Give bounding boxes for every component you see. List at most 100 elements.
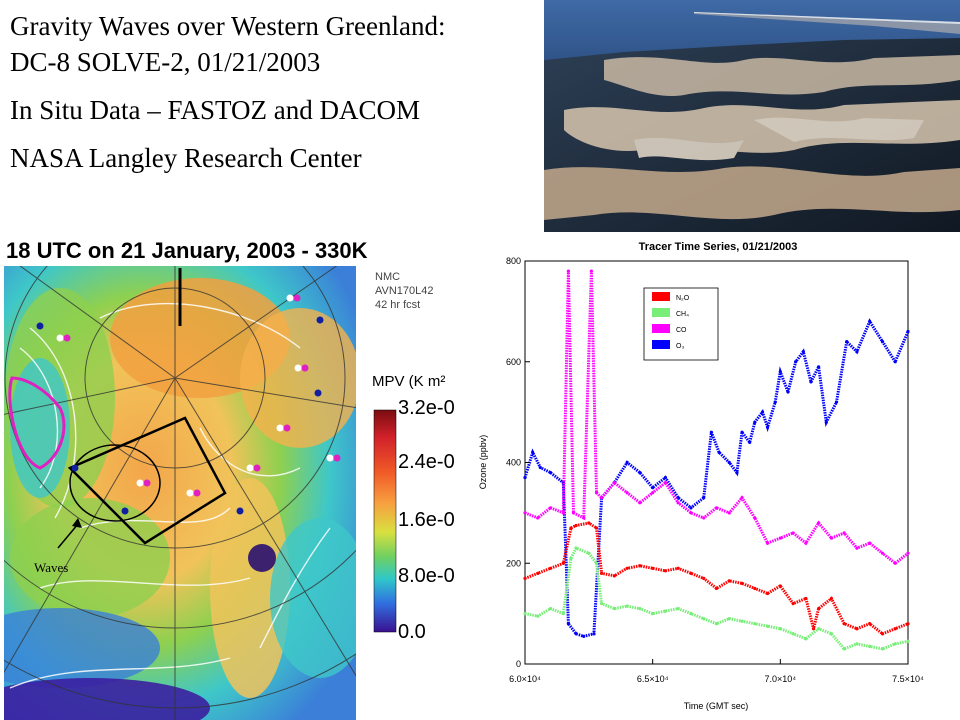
pv-map: 18 UTC on 21 January, 2003 - 330K [4, 238, 455, 720]
data-point [600, 571, 604, 575]
data-point [804, 637, 808, 641]
data-point [638, 606, 642, 611]
data-point [906, 639, 910, 643]
data-point [817, 365, 821, 369]
series-n2o [523, 521, 910, 636]
title-line-4: NASA Langley Research Center [10, 143, 362, 173]
data-point [740, 581, 744, 585]
y-tick-label: 200 [506, 558, 521, 568]
data-point [612, 574, 616, 578]
data-point [612, 481, 616, 485]
data-point [523, 476, 527, 480]
data-point [663, 609, 668, 613]
data-point [561, 561, 565, 565]
data-point [523, 612, 527, 616]
data-point [536, 516, 540, 520]
data-point [727, 511, 731, 515]
data-point [765, 591, 770, 596]
y-tick-label: 600 [506, 357, 521, 367]
data-point [625, 491, 629, 495]
legend-swatch [652, 324, 670, 333]
data-point [566, 269, 571, 273]
data-point [811, 627, 816, 631]
data-point [574, 546, 578, 550]
data-point [582, 516, 586, 520]
data-point [523, 511, 527, 515]
data-point [753, 516, 757, 520]
data-point [829, 536, 833, 540]
data-point [523, 576, 527, 580]
data-point [778, 370, 782, 374]
colorbar-tick-5: 0.0 [398, 621, 426, 643]
data-point [651, 612, 655, 616]
pv-anomaly-contour [8, 376, 66, 470]
data-point [824, 420, 828, 424]
data-point [880, 632, 885, 636]
data-point [842, 622, 846, 626]
data-point [676, 496, 680, 500]
data-point [791, 632, 795, 636]
data-point [842, 647, 846, 651]
data-point [868, 319, 872, 324]
colorbar-tick-1: 3.2e-0 [398, 397, 455, 419]
photo-land [544, 55, 960, 220]
data-point [773, 400, 777, 404]
data-point [753, 586, 757, 591]
map-title: 18 UTC on 21 January, 2003 - 330K [6, 238, 368, 263]
data-point [594, 561, 599, 565]
y-tick-label: 800 [506, 256, 521, 266]
y-tick-label: 400 [506, 458, 521, 468]
waves-arrow [57, 523, 79, 549]
data-point [829, 632, 833, 636]
data-point [717, 450, 721, 455]
data-point [735, 470, 739, 475]
colorbar [373, 409, 397, 633]
data-point [893, 561, 897, 565]
data-point [689, 571, 693, 575]
data-point [548, 506, 553, 510]
legend: N₂O CH₄ CO O₃ [643, 287, 719, 361]
data-point [786, 390, 790, 394]
data-point [893, 627, 897, 631]
aerial-wing-photo [544, 0, 960, 232]
model-line-2: AVN170L42 [375, 285, 434, 297]
data-point [702, 576, 706, 580]
data-point [714, 622, 719, 626]
legend-swatch [652, 308, 670, 317]
map-field: Waves [4, 266, 356, 720]
data-point [880, 340, 885, 344]
data-point [829, 596, 833, 601]
data-point [536, 571, 540, 575]
data-point [727, 579, 731, 583]
data-point [561, 612, 565, 616]
data-point [569, 526, 573, 530]
data-point [760, 410, 765, 414]
data-point [600, 496, 604, 500]
chart-title: Tracer Time Series, 01/21/2003 [639, 241, 798, 253]
data-point [714, 586, 719, 591]
data-point [753, 420, 757, 424]
data-point [834, 400, 839, 404]
data-point [906, 329, 910, 334]
data-point [571, 511, 576, 515]
model-line-3: 42 hr fcst [375, 299, 420, 311]
x-axis-label: Time (GMT sec) [684, 701, 749, 711]
data-point [893, 642, 897, 646]
title-line-3: In Situ Data – FASTOZ and DACOM [10, 95, 420, 125]
data-point [574, 632, 578, 636]
station-markers [36, 294, 341, 515]
data-point [817, 627, 821, 631]
tracer-chart: Tracer Time Series, 01/21/2003 0 200 400 60… [478, 241, 924, 711]
data-point [651, 486, 655, 490]
data-point [548, 566, 553, 570]
data-point [817, 606, 821, 611]
data-point [651, 566, 655, 570]
data-point [663, 476, 668, 480]
data-point [714, 506, 719, 510]
data-point [855, 546, 859, 550]
legend-swatch [652, 340, 670, 349]
data-point [855, 627, 859, 631]
data-point [868, 644, 872, 648]
series-co [523, 269, 910, 566]
colorbar-title: MPV (K m² [372, 373, 445, 390]
